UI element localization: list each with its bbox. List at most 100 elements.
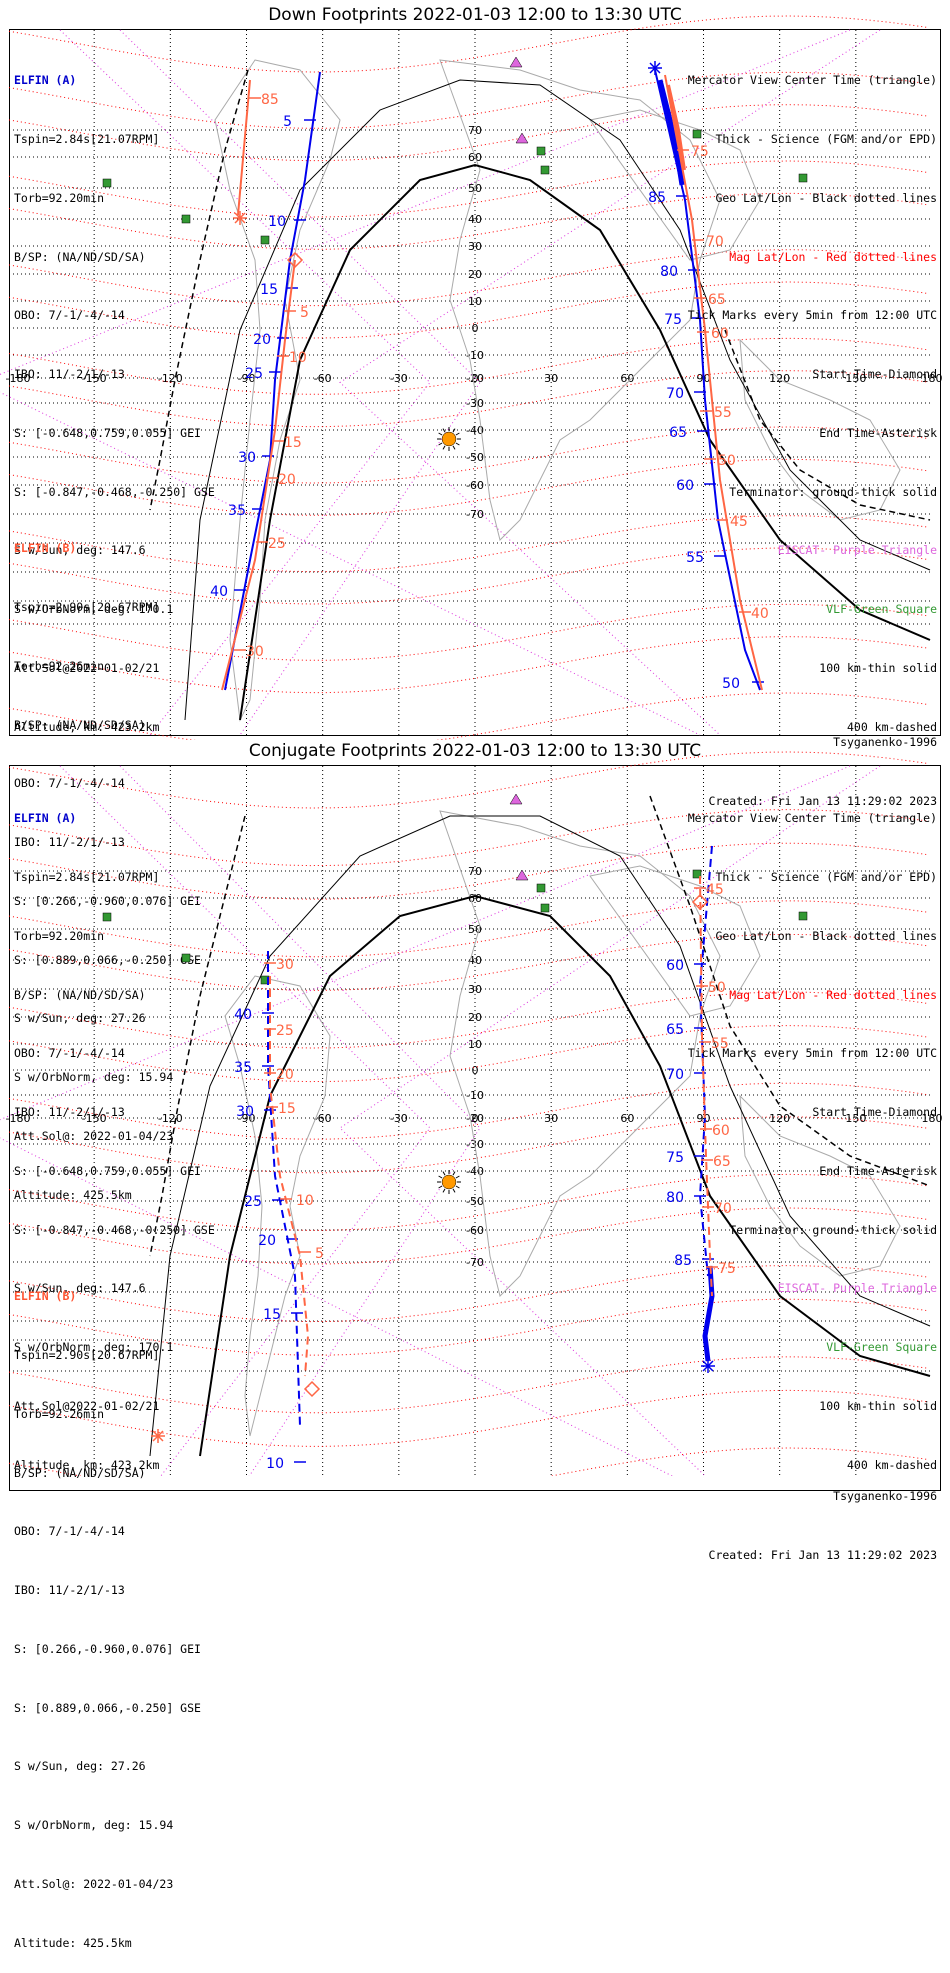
- lon-label: -60: [314, 372, 332, 385]
- purple-triangle-icon: [515, 132, 529, 144]
- sun-ray: [455, 1175, 460, 1179]
- elfin-b-track-time-label: 15: [278, 1101, 296, 1117]
- elfin-a-track-time-label: 85: [674, 1253, 692, 1269]
- elfin-a-track-time-label: 80: [660, 264, 678, 280]
- legend-geo: Geo Lat/Lon - Black dotted lines: [715, 190, 937, 205]
- lat-label: 0: [472, 1064, 479, 1077]
- mag-lon-line: [119, 29, 481, 736]
- elfin-b-title: ELFIN (B): [14, 541, 77, 556]
- green-square-icon: [181, 214, 191, 224]
- elfin-b-line: S w/OrbNorm, deg: 15.94: [14, 1818, 174, 1833]
- elfin-a-line: S w/Sun, deg: 147.6: [14, 543, 146, 558]
- elfin-b-track-time-label: 45: [706, 882, 724, 898]
- legend-ticks: Tick Marks every 5min from 12:00 UTC: [687, 1046, 937, 1061]
- terminator-100km-line: [149, 815, 931, 1457]
- green-square-icon: [102, 912, 112, 922]
- elfin-a-line: S: [-0.847,-0.468,-0.250] GSE: [14, 484, 215, 499]
- elfin-b-track-time-label: 25: [276, 1023, 294, 1039]
- elfin-b-track-time-label: 45: [730, 514, 748, 530]
- diamond-icon: [691, 893, 709, 911]
- legend-mag: Mag Lat/Lon - Red dotted lines: [729, 987, 937, 1002]
- elfin-a-track-time-label: 75: [664, 312, 682, 328]
- elfin-a-line: Altitude, km: 423.2km: [14, 719, 160, 734]
- elfin-b-track-time-label: 85: [261, 92, 279, 108]
- elfin-b-track-time-label: 75: [691, 144, 709, 160]
- lat-label: -70: [466, 508, 484, 521]
- green-square-icon: [102, 178, 112, 188]
- elfin-a-line: B/SP: (NA/ND/SD/SA): [14, 249, 146, 264]
- elfin-a-track-time-label: 65: [666, 1022, 684, 1038]
- elfin-a-track-time-label: 40: [234, 1007, 252, 1023]
- bottom-footer: Tsyganenko-1996 Created: Fri Jan 13 11:2…: [709, 1448, 937, 1585]
- elfin-a-track-time-label: 25: [245, 366, 263, 382]
- elfin-a-line: S w/OrbNorm, deg: 170.1: [14, 1340, 174, 1355]
- lat-label: -60: [466, 1224, 484, 1237]
- elfin-a-line: Tspin=2.84s[21.07RPM]: [14, 131, 160, 146]
- elfin-b-track-time-label: 20: [276, 1067, 294, 1083]
- lon-label: -150: [82, 372, 107, 385]
- elfin-a-track: [224, 71, 321, 691]
- elfin-a-track-time-label: 35: [234, 1060, 252, 1076]
- top-legend: Mercator View Center Time (triangle) Thi…: [688, 32, 937, 757]
- sun-ray: [438, 442, 443, 446]
- sun-ray: [438, 432, 443, 436]
- green-square-icon: [536, 146, 546, 156]
- elfin-b-title: ELFIN (B): [14, 1289, 77, 1304]
- sun-ray: [455, 442, 460, 446]
- elfin-a-track-time-label: 60: [666, 958, 684, 974]
- elfin-a-line: Tspin=2.84s[21.07RPM]: [14, 869, 160, 884]
- elfin-b-track-time-label: 5: [315, 1246, 324, 1262]
- lon-label: 0: [472, 1112, 479, 1125]
- top-elfin-b-info: ELFIN (B) Tspin=2.90s[20.67RPM] Torb=92.…: [14, 500, 201, 1225]
- model-name: Tsyganenko-1996: [833, 735, 937, 750]
- elfin-a-line: IBO: 11/-2/1/-13: [14, 1105, 125, 1120]
- lat-label: 0: [472, 322, 479, 335]
- elfin-b-track-time-label: 70: [714, 1201, 732, 1217]
- elfin-a-track-time-label: 30: [236, 1104, 254, 1120]
- elfin-a-line: S w/Sun, deg: 147.6: [14, 1281, 146, 1296]
- lat-label: -40: [466, 1165, 484, 1178]
- elfin-b-line: Torb=92.26min: [14, 658, 105, 673]
- elfin-b-track-time-label: 20: [278, 472, 296, 488]
- elfin-b-track-time-label: 60: [711, 326, 729, 342]
- legend-end: End Time-Asterisk: [819, 425, 937, 440]
- lon-label: -30: [390, 1112, 408, 1125]
- elfin-b-track-time-label: 5: [300, 305, 309, 321]
- elfin-b-track: [221, 259, 296, 691]
- sun-ray: [455, 432, 460, 436]
- lat-label: -30: [466, 397, 484, 410]
- elfin-a-track-time-label: 85: [648, 190, 666, 206]
- lon-label: 30: [544, 1112, 558, 1125]
- terminator-400km-line: [149, 815, 246, 1257]
- legend-mag: Mag Lat/Lon - Red dotted lines: [729, 249, 937, 264]
- lon-label: 60: [620, 1112, 634, 1125]
- elfin-b-track-time-label: 50: [708, 980, 726, 996]
- elfin-b-line: IBO: 11/-2/1/-13: [14, 835, 125, 850]
- elfin-a-line: S: [-0.847,-0.468,-0.250] GSE: [14, 1222, 215, 1237]
- lat-label: 40: [468, 213, 482, 226]
- purple-triangle-icon: [509, 793, 523, 805]
- elfin-a-line: Torb=92.20min: [14, 928, 105, 943]
- elfin-b-line: Tspin=2.90s[20.67RPM]: [14, 1347, 160, 1362]
- sun-icon: [441, 431, 457, 447]
- lat-label: 70: [468, 124, 482, 137]
- elfin-a-title: ELFIN (A): [14, 811, 77, 826]
- continent-outline: [439, 59, 721, 541]
- bottom-footprint-map: -180 -150 -120 -90 -60 -30 0 30 60 90 120 150 180706…: [0, 751, 943, 1476]
- elfin-b-line: Torb=92.26min: [14, 1406, 105, 1421]
- bottom-elfin-b-info: ELFIN (B) Tspin=2.90s[20.67RPM] Torb=92.…: [14, 1248, 201, 1973]
- elfin-a-track-time-label: 70: [666, 1067, 684, 1083]
- diamond-icon: [286, 251, 304, 269]
- lon-label: 60: [620, 372, 634, 385]
- green-square-icon: [692, 129, 702, 139]
- sun-ray: [452, 428, 456, 433]
- elfin-b-line: S: [0.889,0.066,-0.250] GSE: [14, 1700, 201, 1715]
- top-footprint-map: -180 -150 -120 -90 -60 -30 0 30 60 90 120 150 180706…: [0, 15, 943, 740]
- created-timestamp: Created: Fri Jan 13 11:29:02 2023: [708, 1547, 937, 1562]
- lat-label: -20: [466, 372, 484, 385]
- elfin-a-track-time-label: 50: [722, 676, 740, 692]
- sun-ray: [442, 428, 446, 433]
- elfin-a-line: S w/OrbNorm, deg: 170.1: [14, 602, 174, 617]
- top-footer: Tsyganenko-1996 Created: Fri Jan 13 11:2…: [709, 694, 937, 831]
- lon-label: 180: [922, 372, 943, 385]
